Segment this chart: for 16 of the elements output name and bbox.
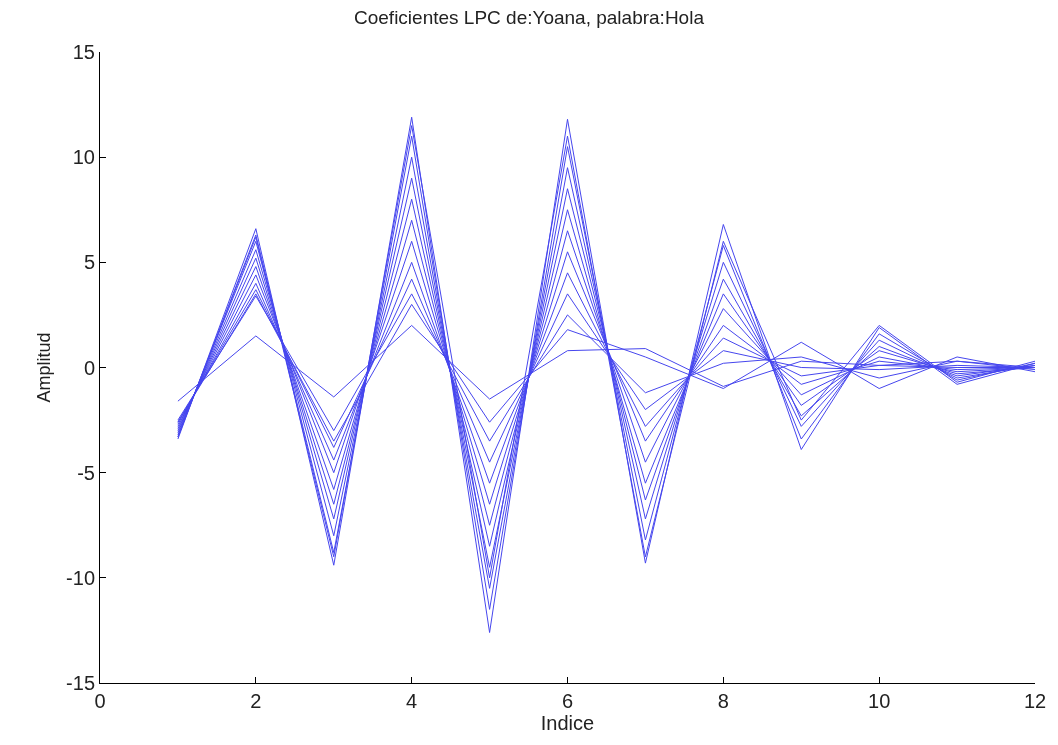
y-tick-label: 15 [72, 41, 95, 63]
y-tick-label: 0 [83, 356, 95, 379]
x-tick-label: 12 [1023, 690, 1047, 712]
y-tick-label: 5 [83, 251, 95, 274]
x-tick-label: 2 [250, 690, 262, 712]
x-tick-label: 4 [406, 690, 418, 712]
x-axis-title: Indice [540, 712, 595, 734]
y-tick-label: -15 [66, 672, 95, 694]
y-tick-label: 10 [72, 146, 95, 169]
chart-title: Coeficientes LPC de:Yoana, palabra:Hola [354, 7, 705, 29]
y-axis-title: Amplitud [34, 332, 55, 403]
y-tick-label: -5 [77, 461, 95, 484]
x-tick-label: 6 [561, 690, 574, 712]
x-tick-label: 10 [868, 690, 891, 712]
x-tick-label: 8 [717, 690, 729, 712]
y-tick-label: -10 [66, 566, 95, 589]
